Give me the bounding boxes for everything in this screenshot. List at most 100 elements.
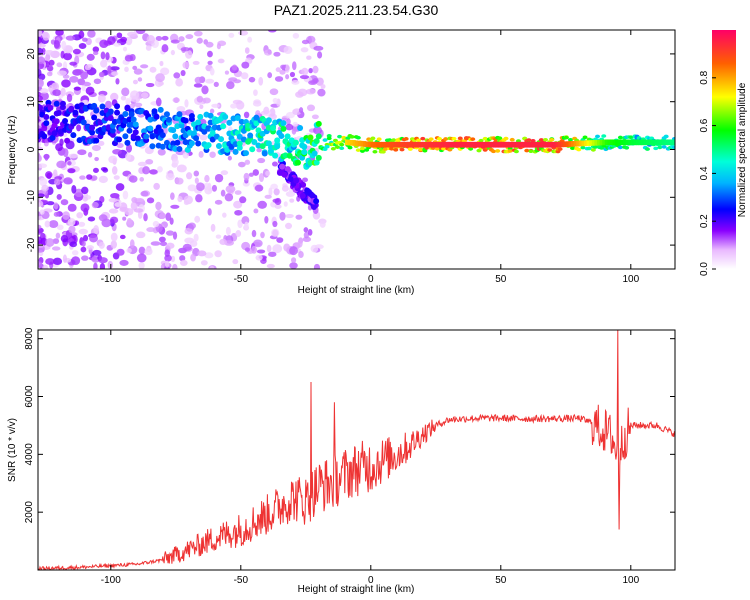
spectrogram-cell (100, 51, 106, 60)
spectrogram-cell (84, 64, 92, 71)
spectrogram-cell (568, 141, 572, 147)
spectrogram-cell (198, 151, 204, 158)
spectrogram-cell (78, 43, 87, 50)
spectrogram-cell (557, 147, 563, 151)
spectrogram-cell (61, 40, 67, 50)
spectrogram-cell (185, 34, 194, 40)
spectrogram-cell (480, 141, 483, 148)
spectrogram-cell (217, 58, 225, 64)
spectrogram-cell (56, 160, 67, 169)
spectrogram-cell (150, 241, 161, 246)
spectrogram-cell (638, 139, 642, 146)
spectrogram-cell (241, 61, 250, 69)
spectrogram-cell (182, 243, 192, 252)
spectrogram-cell (134, 135, 141, 142)
spectrogram-cell (38, 36, 42, 44)
spectrogram-cell (56, 224, 64, 231)
spectrogram-cell (339, 142, 345, 147)
spectrogram-cell (646, 139, 650, 146)
snr-frame (37, 329, 676, 571)
spectrogram-cell (292, 32, 300, 39)
top-x-tick-label: -100 (101, 274, 121, 285)
spectrogram-cell (111, 166, 118, 175)
spectrogram-cell (560, 141, 564, 148)
spectrogram-cell (524, 148, 530, 153)
spectrogram-cell (67, 161, 72, 166)
spectrogram-cell (207, 60, 213, 65)
spectrogram-cell (368, 141, 372, 148)
spectrogram-cell (41, 133, 48, 140)
spectrogram-cell (170, 127, 177, 134)
spectrogram-cell (495, 149, 501, 153)
spectrogram-cell (276, 237, 284, 243)
spectrogram-cell (144, 247, 153, 256)
spectrogram-cell (243, 172, 250, 181)
spectrogram-cell (664, 139, 668, 146)
spectrogram-cell (163, 111, 170, 118)
spectrogram-cell (80, 71, 89, 80)
spectrogram-cell (107, 260, 113, 269)
colorbar-tick-label: 0.6 (699, 118, 710, 132)
spectrogram-cell (124, 54, 134, 62)
spectrogram-cell (57, 70, 67, 77)
spectrogram-cell (253, 89, 258, 97)
spectrogram-cell (363, 141, 366, 147)
spectrogram-cell (301, 67, 309, 76)
spectrogram-cell (98, 71, 105, 78)
spectrogram-cell (256, 249, 266, 254)
spectrogram-cell (187, 222, 196, 230)
spectrogram-cell (257, 157, 266, 164)
spectrogram-cell (39, 177, 48, 187)
spectrogram-cell (53, 202, 59, 210)
spectrogram-cell (112, 148, 122, 155)
spectrogram-cell (180, 70, 186, 77)
spectrogram-cell (543, 137, 549, 142)
spectrogram-cell (128, 175, 138, 183)
spectrogram-cell (281, 171, 288, 178)
spectrogram-cell (131, 197, 138, 203)
top-y-tick-label: -10 (26, 190, 37, 205)
spectrogram-cell (172, 97, 180, 103)
spectrogram-cell (513, 149, 519, 154)
spectrogram-cell (500, 141, 504, 148)
bottom-x-axis-label: Height of straight line (km) (298, 584, 415, 595)
spectrogram-cell (68, 153, 79, 159)
spectrogram-cell (330, 146, 336, 151)
spectrogram-cell (441, 146, 447, 151)
spectrogram-cell (233, 79, 242, 84)
spectrogram-cell (211, 103, 220, 108)
spectrogram-cell (263, 106, 270, 115)
spectrogram-cell (394, 141, 398, 148)
spectrogram-cell (259, 143, 266, 150)
spectrogram-cell (306, 104, 316, 112)
spectrogram-cell (420, 141, 424, 148)
spectrogram-cell (122, 133, 129, 140)
spectrogram-cell (38, 30, 42, 37)
spectrogram-cell (313, 138, 320, 145)
spectrogram-cell (202, 97, 211, 104)
spectrogram-cell (53, 169, 58, 177)
spectrogram-cell (482, 136, 488, 141)
spectrogram-cell (56, 193, 62, 200)
bottom-x-tick-label: -50 (234, 575, 249, 586)
spectrogram-cell (193, 30, 203, 37)
spectrogram-cell (521, 141, 525, 148)
spectrogram-cell (66, 93, 73, 103)
spectrogram-cell (274, 197, 282, 206)
chart-title: PAZ1.2025.211.23.54.G30 (274, 2, 439, 18)
spectrogram-cell (376, 141, 379, 148)
spectrogram-cell (115, 183, 125, 191)
spectrogram-cell (38, 95, 44, 102)
spectrogram-cell (210, 223, 216, 232)
spectrogram-cell (274, 137, 281, 144)
spectrogram-cell (451, 136, 457, 141)
spectrogram-cell (285, 123, 294, 131)
spectrogram-cell (378, 141, 382, 148)
spectrogram-cell (86, 174, 93, 180)
top-y-tick-label: -20 (26, 237, 37, 252)
spectrogram-cell (550, 141, 554, 148)
spectrogram-cell (197, 250, 207, 257)
spectrogram-cell (289, 71, 296, 78)
spectrogram-cell (284, 166, 291, 173)
